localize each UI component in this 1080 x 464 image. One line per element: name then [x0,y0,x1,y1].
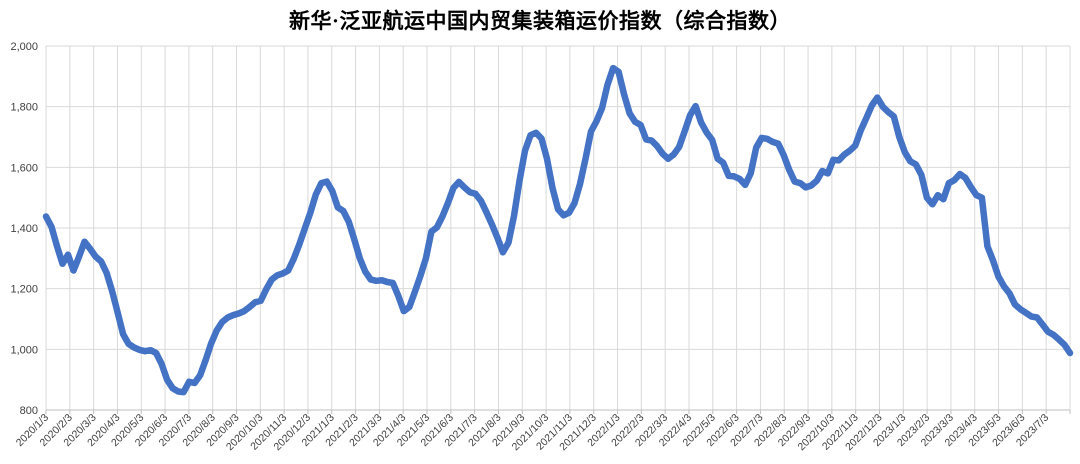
y-tick-label: 800 [20,405,38,417]
x-axis-ticks [45,410,1071,414]
gridlines [45,45,1071,411]
y-tick-label: 1,200 [10,284,38,296]
y-tick-label: 1,400 [10,223,38,235]
series-line [42,64,1074,396]
y-tick-label: 1,600 [10,162,38,174]
index-series-line [42,64,1074,396]
y-tick-label: 2,000 [10,41,38,53]
y-tick-label: 1,000 [10,344,38,356]
y-axis-labels: 2,000 1,800 1,600 1,400 1,200 1,000 800 [10,41,38,417]
chart-title: 新华·泛亚航运中国内贸集装箱运价指数（综合指数） [288,9,791,33]
x-axis-labels: 2020/1/32020/2/32020/3/32020/4/32020/5/3… [14,412,1052,454]
y-tick-label: 1,800 [10,102,38,114]
